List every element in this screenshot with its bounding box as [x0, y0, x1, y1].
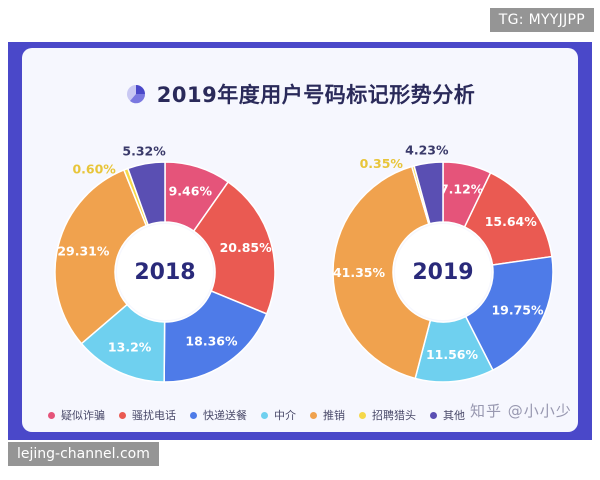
title-row: 2019年度用户号码标记形势分析 [22, 74, 578, 114]
donut-center-2018 [117, 224, 213, 320]
slice-2019-4 [332, 165, 432, 380]
slice-label-2018-6: 5.32% [122, 143, 166, 158]
slice-label-2019-0: 7.12% [440, 182, 484, 197]
legend-item-6: 其他 [430, 407, 465, 423]
slice-2018-1 [192, 180, 276, 315]
slice-label-2018-1: 20.85% [220, 240, 273, 255]
legend-dot [190, 411, 197, 419]
donut-charts: 9.46% 20.85% 18.36% 13.2% 29.31% 0.60% 5.32% 20… [54, 143, 554, 383]
legend-label: 疑似诈骗 [61, 409, 105, 422]
legend-item-3: 中介 [261, 407, 296, 423]
legend-item-1: 骚扰电话 [119, 407, 176, 423]
slice-2018-4 [54, 168, 148, 345]
legend-item-2: 快递送餐 [190, 407, 247, 423]
slice-label-2018-3: 13.2% [108, 340, 152, 355]
slice-2019-2 [464, 255, 554, 372]
slice-label-2019-3: 11.56% [426, 347, 479, 362]
donut-center-label-2018: 2018 [134, 260, 195, 285]
legend-label: 快递送餐 [203, 409, 247, 422]
slice-label-2019-6: 4.23% [405, 143, 449, 158]
slice-label-2019-4: 41.35% [333, 265, 386, 280]
slice-label-2019-2: 19.75% [491, 302, 544, 317]
slice-label-2018-0: 9.46% [169, 183, 213, 198]
slice-2018-6 [126, 161, 166, 226]
donut-center-label-2019: 2019 [412, 260, 473, 285]
chart-panel: 2019年度用户号码标记形势分析 9.46% 20.85% 18.36% 13.2% 2… [22, 48, 578, 432]
legend-label: 骚扰电话 [132, 409, 176, 422]
legend-item-0: 疑似诈骗 [48, 407, 105, 423]
legend-label: 推销 [323, 409, 345, 422]
donut-center-2019 [395, 224, 491, 320]
slice-label-2019-1: 15.64% [485, 214, 538, 229]
legend-label: 其他 [443, 409, 465, 422]
chart-legend: 疑似诈骗 骚扰电话 快递送餐 中介 推销 招聘猎头 其他 [48, 404, 568, 426]
legend-dot [119, 411, 126, 419]
chart-frame: 2019年度用户号码标记形势分析 9.46% 20.85% 18.36% 13.2% 2… [8, 42, 592, 440]
site-watermark: lejing-channel.com [8, 442, 159, 466]
legend-item-4: 推销 [310, 407, 345, 423]
slice-label-2018-4: 29.31% [57, 244, 110, 259]
slice-2019-6 [413, 161, 444, 225]
legend-dot [430, 411, 437, 419]
legend-dot [359, 411, 366, 419]
legend-dot [261, 411, 268, 419]
chart-title: 2019年度用户号码标记形势分析 [156, 83, 476, 107]
tg-watermark: TG: MYYJJPP [489, 8, 594, 32]
zhihu-watermark: 知乎 @小小少 [470, 402, 572, 420]
legend-dot [310, 411, 317, 419]
legend-label: 招聘猎头 [372, 409, 416, 422]
slice-label-2019-5: 0.35% [360, 156, 404, 171]
slice-label-2018-5: 0.60% [72, 162, 116, 177]
legend-label: 中介 [274, 409, 296, 422]
slice-label-2018-2: 18.36% [185, 333, 238, 348]
legend-dot [48, 411, 55, 419]
legend-item-5: 招聘猎头 [359, 407, 416, 423]
pie-chart-icon [126, 85, 145, 104]
